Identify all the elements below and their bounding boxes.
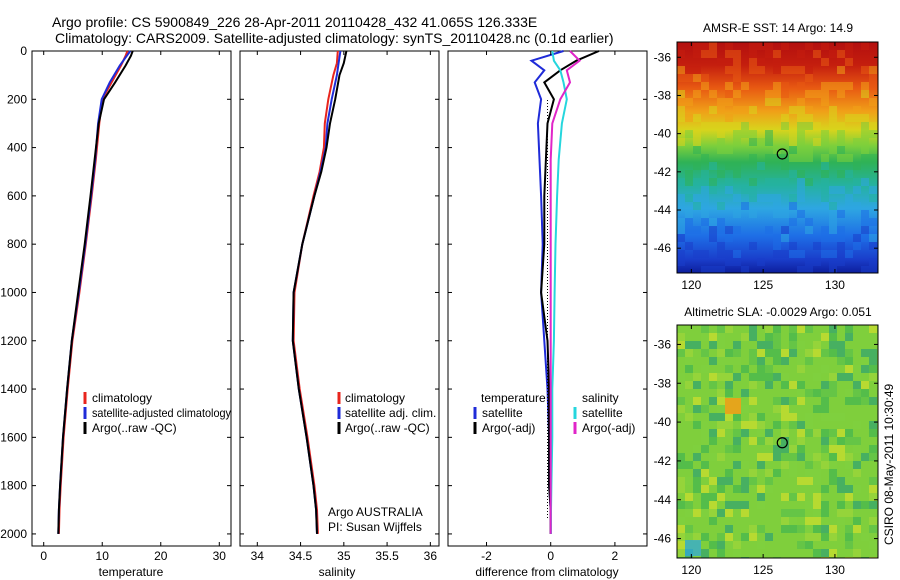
map-lon-label: 125 xyxy=(753,278,773,292)
x-tick-label: 0 xyxy=(40,549,47,563)
depth-tick-label: 1400 xyxy=(0,382,27,396)
salinity-legend: climatology satellite adj. clim. Argo(..… xyxy=(337,391,436,435)
x-axes: 0 10 20 30 34 34.5 35 35.5 36 -2 0 2 xyxy=(32,50,647,563)
depth-tick-label: 1000 xyxy=(0,285,27,299)
x-tick-label: 0 xyxy=(547,549,554,563)
depth-tick-label: 1600 xyxy=(0,430,27,444)
difference-axis-label: difference from climatology xyxy=(475,565,618,579)
x-tick-label: 34 xyxy=(251,549,265,563)
map-lat-label: -44 xyxy=(654,203,672,217)
series-line-temperature-argo-adj- xyxy=(540,50,600,534)
map-lon-label: 130 xyxy=(825,563,845,577)
legend-label-climatology: climatology xyxy=(92,391,152,405)
depth-axis: 0 200 400 600 800 1000 1200 1400 1600 1800 2000 xyxy=(0,44,27,541)
depth-tick-label: 800 xyxy=(7,237,27,251)
series-line-salinity-satellite xyxy=(550,50,568,534)
map-lon-label: 120 xyxy=(681,278,701,292)
series-line-salinity-argo-adj- xyxy=(549,50,582,534)
depth-tick-label: 600 xyxy=(7,189,27,203)
x-tick-label: 10 xyxy=(96,549,110,563)
difference-series xyxy=(529,50,600,534)
sla-argo-location-marker xyxy=(776,437,788,449)
legend-label-sal-satellite: satellite xyxy=(582,406,623,420)
temperature-legend: climatology satellite-adjusted climatolo… xyxy=(83,391,231,435)
temperature-axis-label: temperature xyxy=(99,565,164,579)
legend-label-argo: Argo(..raw -QC) xyxy=(345,421,430,435)
map-lat-label: -42 xyxy=(654,454,672,468)
map-lat-label: -38 xyxy=(654,88,672,102)
x-tick-label: 36 xyxy=(424,549,438,563)
temperature-series xyxy=(57,50,134,534)
sst-heatmap xyxy=(677,42,878,273)
map-lon-label: 130 xyxy=(825,278,845,292)
depth-tick-label: 2000 xyxy=(0,527,27,541)
map-lat-label: -36 xyxy=(654,337,672,351)
legend-title-temperature: temperature xyxy=(481,391,546,405)
map-lat-label: -40 xyxy=(654,415,672,429)
legend-title-salinity: salinity xyxy=(582,391,619,405)
map-lat-label: -42 xyxy=(654,165,672,179)
legend-label-temp-satellite: satellite xyxy=(482,406,523,420)
x-tick-label: 20 xyxy=(154,549,168,563)
x-tick-label: 34.5 xyxy=(289,549,313,563)
legend-label-climatology: climatology xyxy=(345,391,405,405)
salinity-series xyxy=(291,50,348,534)
depth-tick-label: 0 xyxy=(20,44,27,58)
depth-tick-label: 1800 xyxy=(0,479,27,493)
depth-tick-label: 200 xyxy=(7,92,27,106)
difference-legend: temperature satellite Argo(-adj) salinit… xyxy=(473,391,635,435)
x-tick-label: 35.5 xyxy=(375,549,399,563)
sst-map-title: AMSR-E SST: 14 Argo: 14.9 xyxy=(703,21,853,35)
x-tick-label: -2 xyxy=(481,549,492,563)
sst-argo-location-marker xyxy=(776,148,788,160)
map-lat-label: -46 xyxy=(654,532,672,546)
map-lat-label: -44 xyxy=(654,493,672,507)
csiro-timestamp: CSIRO 08-May-2011 10:30:49 xyxy=(882,383,896,545)
legend-label-satellite: satellite adj. clim. xyxy=(345,406,436,420)
x-tick-label: 35 xyxy=(337,549,351,563)
series-line-argo-raw-qc- xyxy=(291,50,348,534)
pi-annotation: PI: Susan Wijffels xyxy=(328,520,422,534)
salinity-panel-frame xyxy=(239,50,440,547)
x-tick-label: 2 xyxy=(612,549,619,563)
map-lat-label: -46 xyxy=(654,241,672,255)
depth-tick-label: 400 xyxy=(7,141,27,155)
series-line-argo-raw-qc- xyxy=(57,50,134,534)
salinity-axis-label: salinity xyxy=(319,565,356,579)
map-lat-label: -36 xyxy=(654,50,672,64)
sla-map-axes: -36 -38 -40 -42 -44 -46 120 125 130 xyxy=(654,325,878,577)
map-lat-label: -40 xyxy=(654,127,672,141)
sla-map-title: Altimetric SLA: -0.0029 Argo: 0.051 xyxy=(684,305,872,319)
legend-label-satellite: satellite-adjusted climatology xyxy=(92,406,231,420)
sst-map-axes: -36 -38 -40 -42 -44 -46 120 125 130 xyxy=(654,42,878,292)
map-lon-label: 125 xyxy=(753,563,773,577)
argo-australia-annotation: Argo AUSTRALIA xyxy=(328,505,423,519)
depth-tick-label: 1200 xyxy=(0,334,27,348)
legend-label-sal-argo: Argo(-adj) xyxy=(582,421,635,435)
temperature-panel-frame xyxy=(31,50,232,547)
legend-label-argo: Argo(..raw -QC) xyxy=(92,421,177,435)
map-lat-label: -38 xyxy=(654,376,672,390)
x-tick-label: 30 xyxy=(213,549,227,563)
map-lon-label: 120 xyxy=(681,563,701,577)
figure-title-line1: Argo profile: CS 5900849_226 28-Apr-2011… xyxy=(52,14,538,30)
legend-label-temp-argo: Argo(-adj) xyxy=(482,421,535,435)
figure-title-line2: Climatology: CARS2009. Satellite-adjuste… xyxy=(55,30,614,46)
